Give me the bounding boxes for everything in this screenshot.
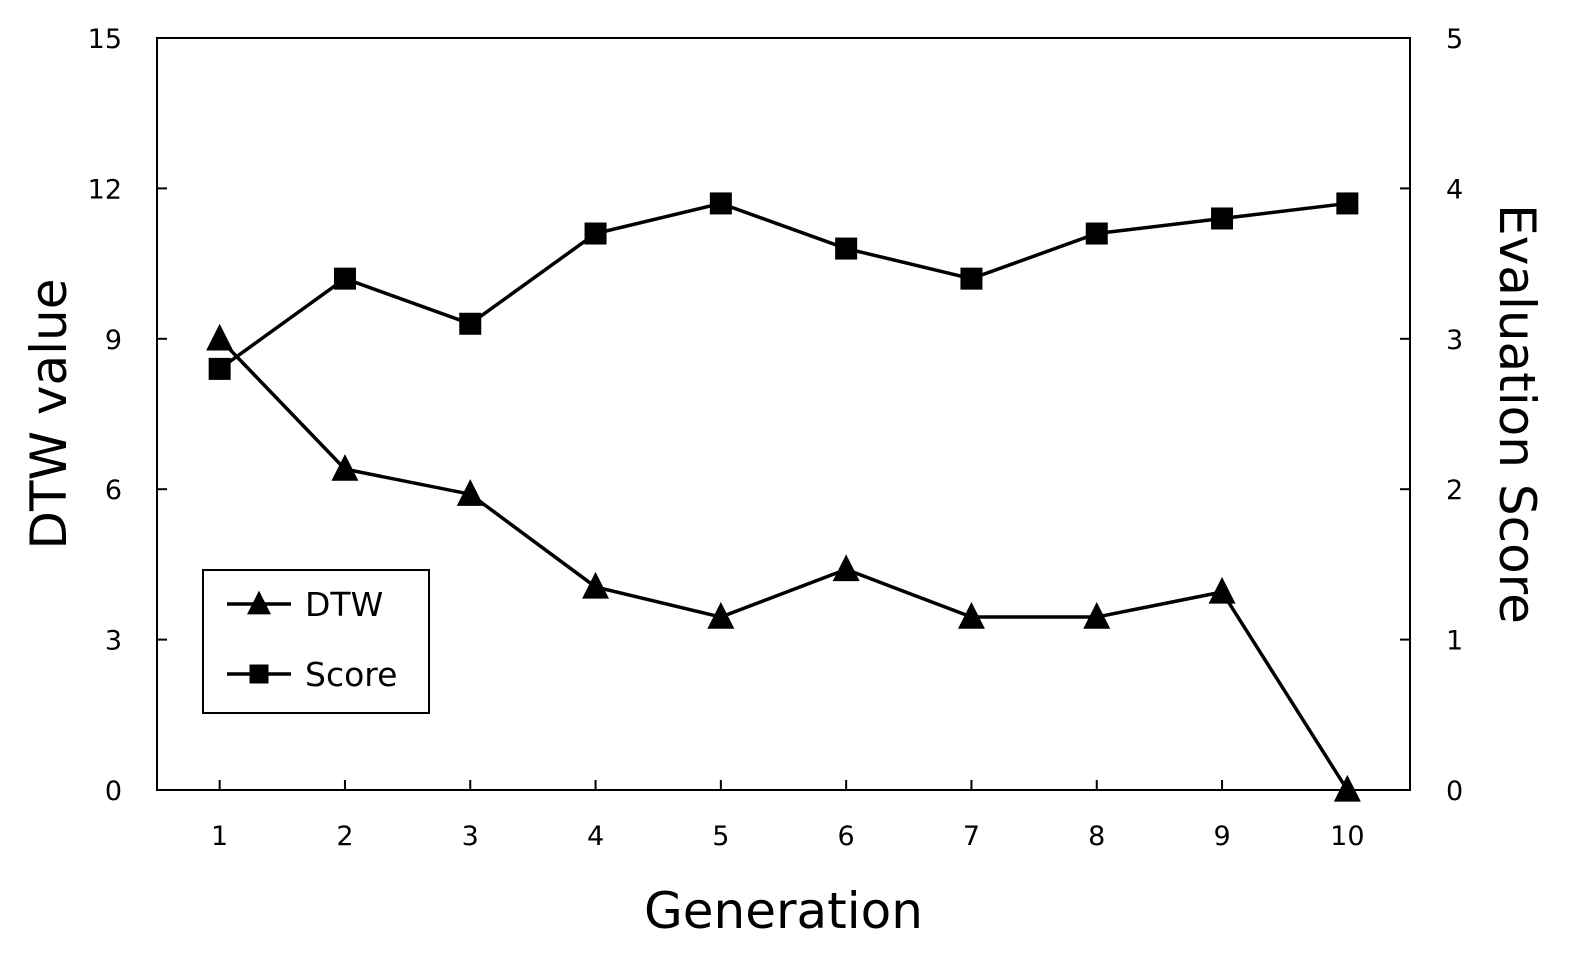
y-tick-label: 12 xyxy=(88,174,122,205)
data-point-score xyxy=(333,267,356,290)
y2-tick-label: 2 xyxy=(1446,475,1463,506)
data-point-dtw xyxy=(707,601,735,629)
x-tick-label: 6 xyxy=(838,821,855,852)
data-point-score xyxy=(208,357,231,380)
y2-tick-label: 4 xyxy=(1446,174,1463,205)
data-point-dtw xyxy=(1333,774,1361,802)
x-axis-title: Generation xyxy=(644,882,923,940)
series-line-dtw xyxy=(218,337,1349,791)
x-tick-label: 4 xyxy=(587,821,604,852)
data-point-dtw xyxy=(456,479,484,506)
data-point-score xyxy=(459,312,482,335)
data-point-dtw xyxy=(1208,576,1236,604)
y2-tick-label: 5 xyxy=(1446,24,1463,55)
y-tick-label: 6 xyxy=(105,475,122,506)
data-point-score xyxy=(1336,192,1359,215)
x-tick-label: 2 xyxy=(336,821,353,852)
data-point-score xyxy=(584,222,607,245)
y-tick-label: 0 xyxy=(105,776,122,807)
data-point-dtw xyxy=(832,554,860,582)
legend-label-score: Score xyxy=(305,655,397,694)
data-point-score xyxy=(709,192,732,215)
y-tick-label: 3 xyxy=(105,626,122,657)
data-point-score xyxy=(835,237,858,260)
series-line-score xyxy=(218,201,1348,371)
data-point-score xyxy=(1085,222,1108,245)
data-point-score xyxy=(1211,207,1234,230)
x-tick-label: 3 xyxy=(462,821,479,852)
x-tick-label: 9 xyxy=(1213,821,1230,852)
legend-label-dtw: DTW xyxy=(305,585,383,624)
legend-marker-dtw xyxy=(247,590,271,615)
x-tick-label: 5 xyxy=(712,821,729,852)
y2-tick-label: 0 xyxy=(1446,776,1463,807)
plot-area-frame xyxy=(156,37,1411,791)
y-axis-title: DTW value xyxy=(20,279,78,550)
data-point-dtw xyxy=(1083,601,1111,629)
legend-box xyxy=(202,569,430,714)
data-point-dtw xyxy=(957,601,985,629)
data-point-dtw xyxy=(582,571,610,599)
y-tick-label: 9 xyxy=(105,325,122,356)
x-tick-label: 8 xyxy=(1088,821,1105,852)
x-tick-label: 1 xyxy=(211,821,228,852)
x-tick-label: 7 xyxy=(963,821,980,852)
data-point-dtw xyxy=(206,323,234,351)
x-tick-label: 10 xyxy=(1330,821,1364,852)
y2-tick-label: 1 xyxy=(1446,626,1463,657)
data-point-dtw xyxy=(331,454,359,481)
y2-tick-label: 3 xyxy=(1446,325,1463,356)
data-point-score xyxy=(960,267,983,290)
y-tick-label: 15 xyxy=(88,24,122,55)
y2-axis-title: Evaluation Score xyxy=(1488,204,1546,624)
legend-marker-score xyxy=(249,664,269,684)
